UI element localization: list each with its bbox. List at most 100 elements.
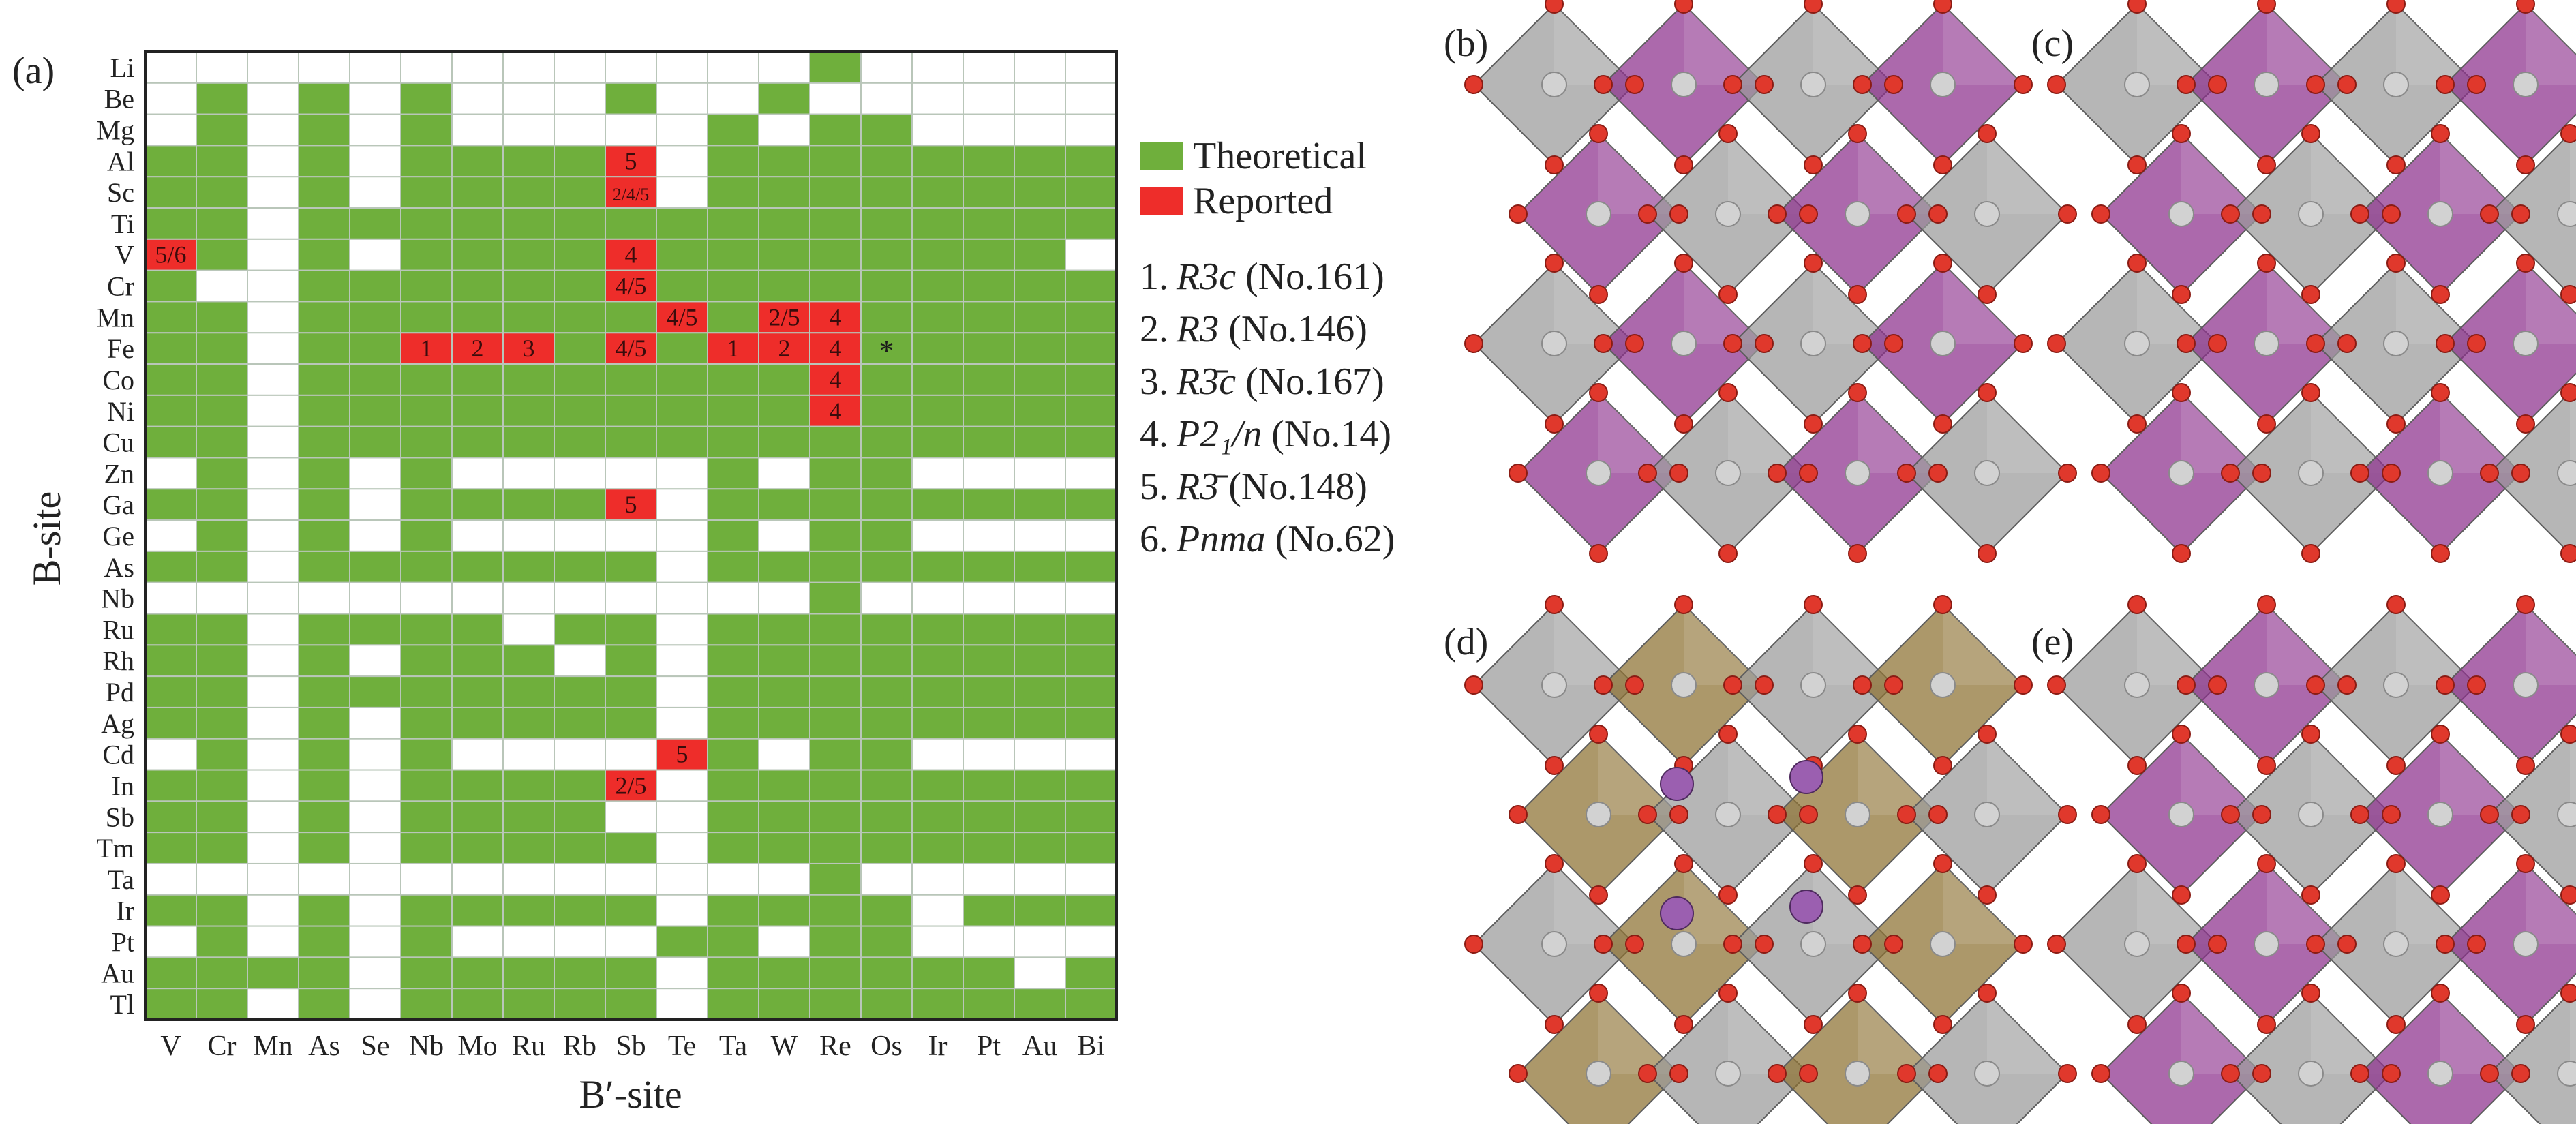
b-site-atom [2427, 802, 2453, 827]
heatmap-cell [247, 82, 299, 115]
oxygen-atom [2337, 935, 2357, 954]
heatmap-cell [1065, 832, 1117, 864]
oxygen-atom [1799, 204, 1818, 224]
heatmap-cell [298, 269, 350, 303]
oxygen-atom [1638, 1064, 1657, 1083]
oxygen-atom [1978, 285, 1997, 304]
oxygen-atom [1755, 675, 1774, 695]
heatmap-cell [963, 675, 1015, 708]
oxygen-atom [2516, 1015, 2535, 1034]
heatmap-cell [911, 363, 964, 396]
heatmap-cell [400, 363, 453, 396]
heatmap-cell [1014, 800, 1066, 834]
heatmap-cell [1014, 956, 1066, 990]
heatmap-cell [809, 238, 862, 271]
heatmap-cell [963, 988, 1015, 1020]
heatmap-cell [400, 394, 453, 427]
y-tick-label: Cd [102, 740, 134, 770]
oxygen-atom [1853, 75, 1872, 94]
heatmap-cell [707, 738, 759, 771]
y-tick-label: Be [104, 84, 134, 115]
structure-panel-c: (c) [2031, 0, 2576, 563]
heatmap-cell [911, 738, 964, 771]
heatmap-cell [502, 238, 555, 271]
a-site-atom [1789, 760, 1823, 794]
heatmap-cell [707, 862, 759, 896]
heatmap-cell [298, 207, 350, 240]
oxygen-atom [2091, 464, 2110, 483]
oxygen-atom [1848, 725, 1867, 744]
oxygen-atom [2511, 1064, 2530, 1083]
heatmap-cell [349, 613, 401, 646]
reported-cell-label: 2 [472, 335, 484, 362]
heatmap-cell [758, 488, 810, 521]
heatmap-cell [758, 925, 810, 958]
y-tick-label: Cr [107, 271, 134, 302]
heatmap-cell [451, 394, 504, 427]
heatmap-cell [809, 832, 862, 864]
octahedron-highlight [2137, 605, 2217, 685]
heatmap-cell [707, 613, 759, 646]
heatmap-cell [860, 207, 913, 240]
heatmap-cell [1014, 269, 1066, 303]
plot-frame [144, 50, 1118, 1021]
heatmap-cell [911, 988, 964, 1020]
heatmap-cell [1014, 519, 1066, 552]
oxygen-atom [2350, 204, 2369, 224]
heatmap-cell [605, 925, 657, 958]
space-group-item: 5. R3̄ (No.148) [1140, 461, 1521, 513]
heatmap-cell [247, 51, 299, 84]
b-site-atom [2254, 72, 2279, 97]
oxygen-atom [2480, 464, 2499, 483]
oxygen-atom [2221, 805, 2240, 824]
heatmap-cell [502, 488, 555, 521]
b-site-atom [1800, 931, 1826, 957]
heatmap-cell [707, 800, 759, 834]
oxygen-atom [1674, 854, 1693, 873]
oxygen-atom [1804, 155, 1823, 174]
heatmap-cell [758, 644, 810, 678]
heatmap-cell [298, 457, 350, 490]
heatmap-cell [400, 925, 453, 958]
octahedron [1602, 3, 1766, 166]
oxygen-atom [1804, 595, 1823, 614]
heatmap-cell [707, 145, 759, 178]
heatmap-cell [298, 363, 350, 396]
octahedron [2229, 992, 2393, 1124]
octahedron-highlight [1554, 4, 1635, 85]
octahedron-highlight [1858, 734, 1938, 815]
heatmap-cell [963, 82, 1015, 115]
legend-label-reported: Reported [1193, 180, 1333, 222]
heatmap-cell [196, 519, 248, 552]
octahedron-highlight [1684, 605, 1764, 685]
reported-cell-label: 4 [830, 335, 842, 362]
heatmap-cell [605, 519, 657, 552]
octahedron [1861, 862, 2025, 1026]
heatmap-cell [809, 988, 862, 1020]
heatmap-cell [400, 145, 453, 178]
heatmap-cell [656, 675, 708, 708]
heatmap-cell [502, 457, 555, 490]
octahedron [1517, 733, 1680, 896]
heatmap-cell [911, 145, 964, 178]
oxygen-atom [2172, 124, 2191, 143]
heatmap-cell [656, 488, 708, 521]
heatmap-cell [451, 613, 504, 646]
octahedron [1646, 992, 1810, 1124]
heatmap-cell [1065, 425, 1117, 459]
b-site-atom [2513, 931, 2539, 957]
heatmap-cell [1065, 706, 1117, 740]
heatmap-cell [707, 832, 759, 864]
b-site-atom [2254, 331, 2279, 356]
oxygen-atom [1718, 725, 1738, 744]
b-site-atom [1845, 1061, 1870, 1087]
octahedron [2359, 992, 2522, 1124]
heatmap-cell [860, 862, 913, 896]
heatmap-cell [656, 581, 708, 615]
heatmap-cell [758, 738, 810, 771]
space-group-item: 1. R3c (No.161) [1140, 251, 1521, 303]
heatmap-cell [860, 176, 913, 209]
heatmap-cell [707, 363, 759, 396]
y-tick-label: Ga [102, 489, 134, 520]
heatmap-cell [1014, 332, 1066, 365]
